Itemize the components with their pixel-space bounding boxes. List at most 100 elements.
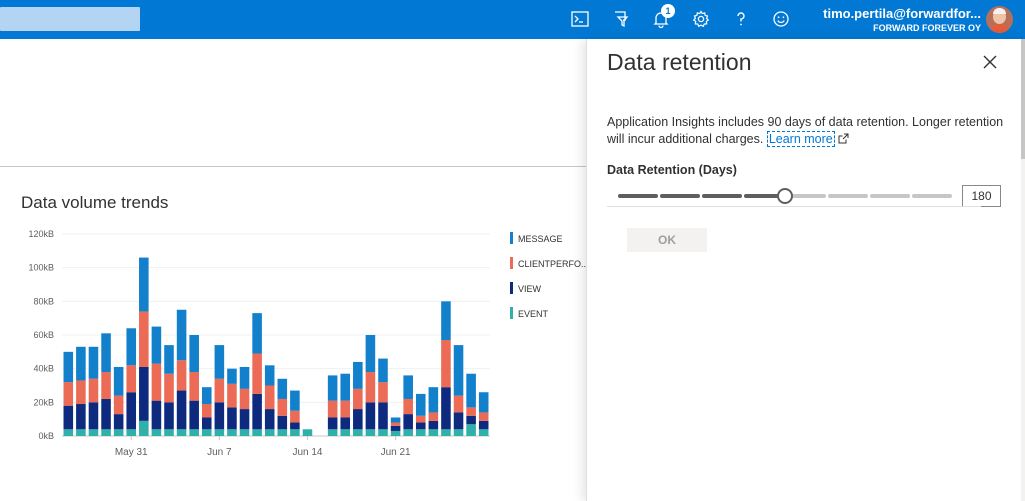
bar-segment	[139, 366, 149, 421]
bar-segment	[403, 398, 413, 415]
y-tick-label: 0kB	[38, 431, 54, 441]
bar-segment	[113, 395, 124, 415]
bar-segment	[239, 409, 250, 430]
bar-segment	[88, 378, 99, 403]
bar-segment	[466, 373, 476, 408]
bar-segment	[176, 429, 187, 436]
retention-description-text: Application Insights includes 90 days of…	[607, 115, 1004, 146]
bar-segment	[264, 385, 275, 410]
bar-segment	[441, 387, 451, 430]
bar-segment	[327, 375, 338, 401]
bar-segment	[478, 412, 489, 421]
bar-segment	[353, 388, 363, 410]
bar-segment	[164, 373, 174, 403]
legend-label: CLIENTPERFO...	[518, 259, 586, 269]
bar-segment	[252, 393, 262, 430]
bar-segment	[403, 375, 413, 399]
bar-segment	[101, 333, 111, 373]
bar-segment	[63, 351, 74, 383]
bar-segment	[277, 378, 288, 399]
scrollbar-thumb[interactable]	[1021, 39, 1025, 159]
bar-segment	[176, 360, 187, 391]
scrollbar[interactable]	[1021, 39, 1025, 501]
bar-segment	[478, 420, 489, 430]
bar-segment	[453, 429, 464, 436]
close-icon[interactable]	[981, 53, 999, 71]
avatar[interactable]	[986, 6, 1013, 33]
cloud-shell-icon[interactable]	[568, 7, 592, 31]
panel-title: Data retention	[607, 49, 752, 75]
slider-thumb[interactable]	[777, 188, 793, 204]
user-name: timo.pertila@forwardfor...	[823, 6, 981, 21]
bar-segment	[214, 378, 225, 403]
user-org: FORWARD FOREVER OY	[873, 23, 981, 33]
bar-segment	[88, 402, 99, 430]
settings-icon[interactable]	[689, 7, 713, 31]
slider-active-segment	[702, 194, 742, 198]
bar-segment	[164, 345, 174, 374]
bar-segment	[340, 373, 351, 401]
bar-segment	[189, 372, 199, 401]
feedback-icon[interactable]	[769, 7, 793, 31]
directory-filter-icon[interactable]	[609, 7, 633, 31]
bar-segment	[252, 353, 262, 394]
ok-button[interactable]: OK	[627, 228, 707, 252]
bar-segment	[151, 429, 162, 436]
bar-segment	[277, 415, 288, 430]
bar-segment	[415, 422, 426, 430]
bar-segment	[390, 422, 401, 426]
account-info[interactable]: timo.pertila@forwardfor... FORWARD FOREV…	[823, 6, 981, 34]
bar-segment	[63, 405, 74, 430]
bar-segment	[264, 365, 275, 386]
help-icon[interactable]	[729, 7, 753, 31]
legend-label: MESSAGE	[518, 234, 563, 244]
bar-segment	[365, 402, 376, 430]
bar-segment	[453, 395, 464, 413]
bar-segment	[466, 407, 476, 416]
y-tick-label: 60kB	[33, 330, 54, 340]
bar-segment	[76, 404, 86, 430]
bar-segment	[76, 380, 86, 405]
bar-segment	[201, 404, 212, 418]
bar-segment	[227, 429, 237, 436]
bar-segment	[340, 429, 351, 436]
slider-underline	[607, 206, 981, 207]
bar-segment	[403, 429, 413, 436]
bar-segment	[466, 424, 476, 436]
notification-count-badge: 1	[661, 4, 675, 18]
bar-segment	[239, 366, 250, 389]
search-input[interactable]	[0, 7, 140, 31]
bar-segment	[126, 328, 137, 366]
bar-segment	[390, 430, 401, 436]
retention-days-input[interactable]: 180	[962, 185, 1001, 207]
bar-segment	[214, 402, 225, 430]
bar-segment	[378, 429, 388, 436]
slider-active-segment	[660, 194, 700, 198]
data-volume-chart: 120kB 100kB 80kB 60kB 40kB 20kB 0kB May 31 Jun 7…	[28, 229, 586, 458]
bar-segment	[264, 429, 275, 436]
bar-segment	[151, 326, 162, 364]
bar-segment	[214, 429, 225, 436]
bar-segment	[478, 429, 489, 436]
notifications-icon[interactable]: 1	[649, 4, 675, 31]
bar-segment	[101, 398, 111, 430]
bar-segment	[365, 429, 376, 436]
legend-swatch	[510, 282, 513, 294]
bar-segment	[466, 415, 476, 425]
bar-segment	[353, 409, 363, 430]
bar-segment	[277, 398, 288, 416]
slider-active-segment	[618, 194, 658, 198]
bar-segment	[365, 335, 376, 373]
slider-label: Data Retention (Days)	[607, 163, 737, 177]
learn-more-link[interactable]: Learn more	[766, 131, 835, 147]
chart-title: Data volume trends	[21, 193, 169, 212]
bar-segment	[189, 429, 199, 436]
bar-segment	[113, 366, 124, 396]
bar-segment	[327, 417, 338, 430]
x-tick-label: Jun 21	[381, 447, 411, 458]
bar-segment	[239, 388, 250, 410]
retention-slider[interactable]	[617, 187, 953, 205]
x-tick-label: May 31	[115, 447, 148, 458]
slider-inactive-segment	[786, 194, 826, 198]
bar-segment	[277, 429, 288, 436]
